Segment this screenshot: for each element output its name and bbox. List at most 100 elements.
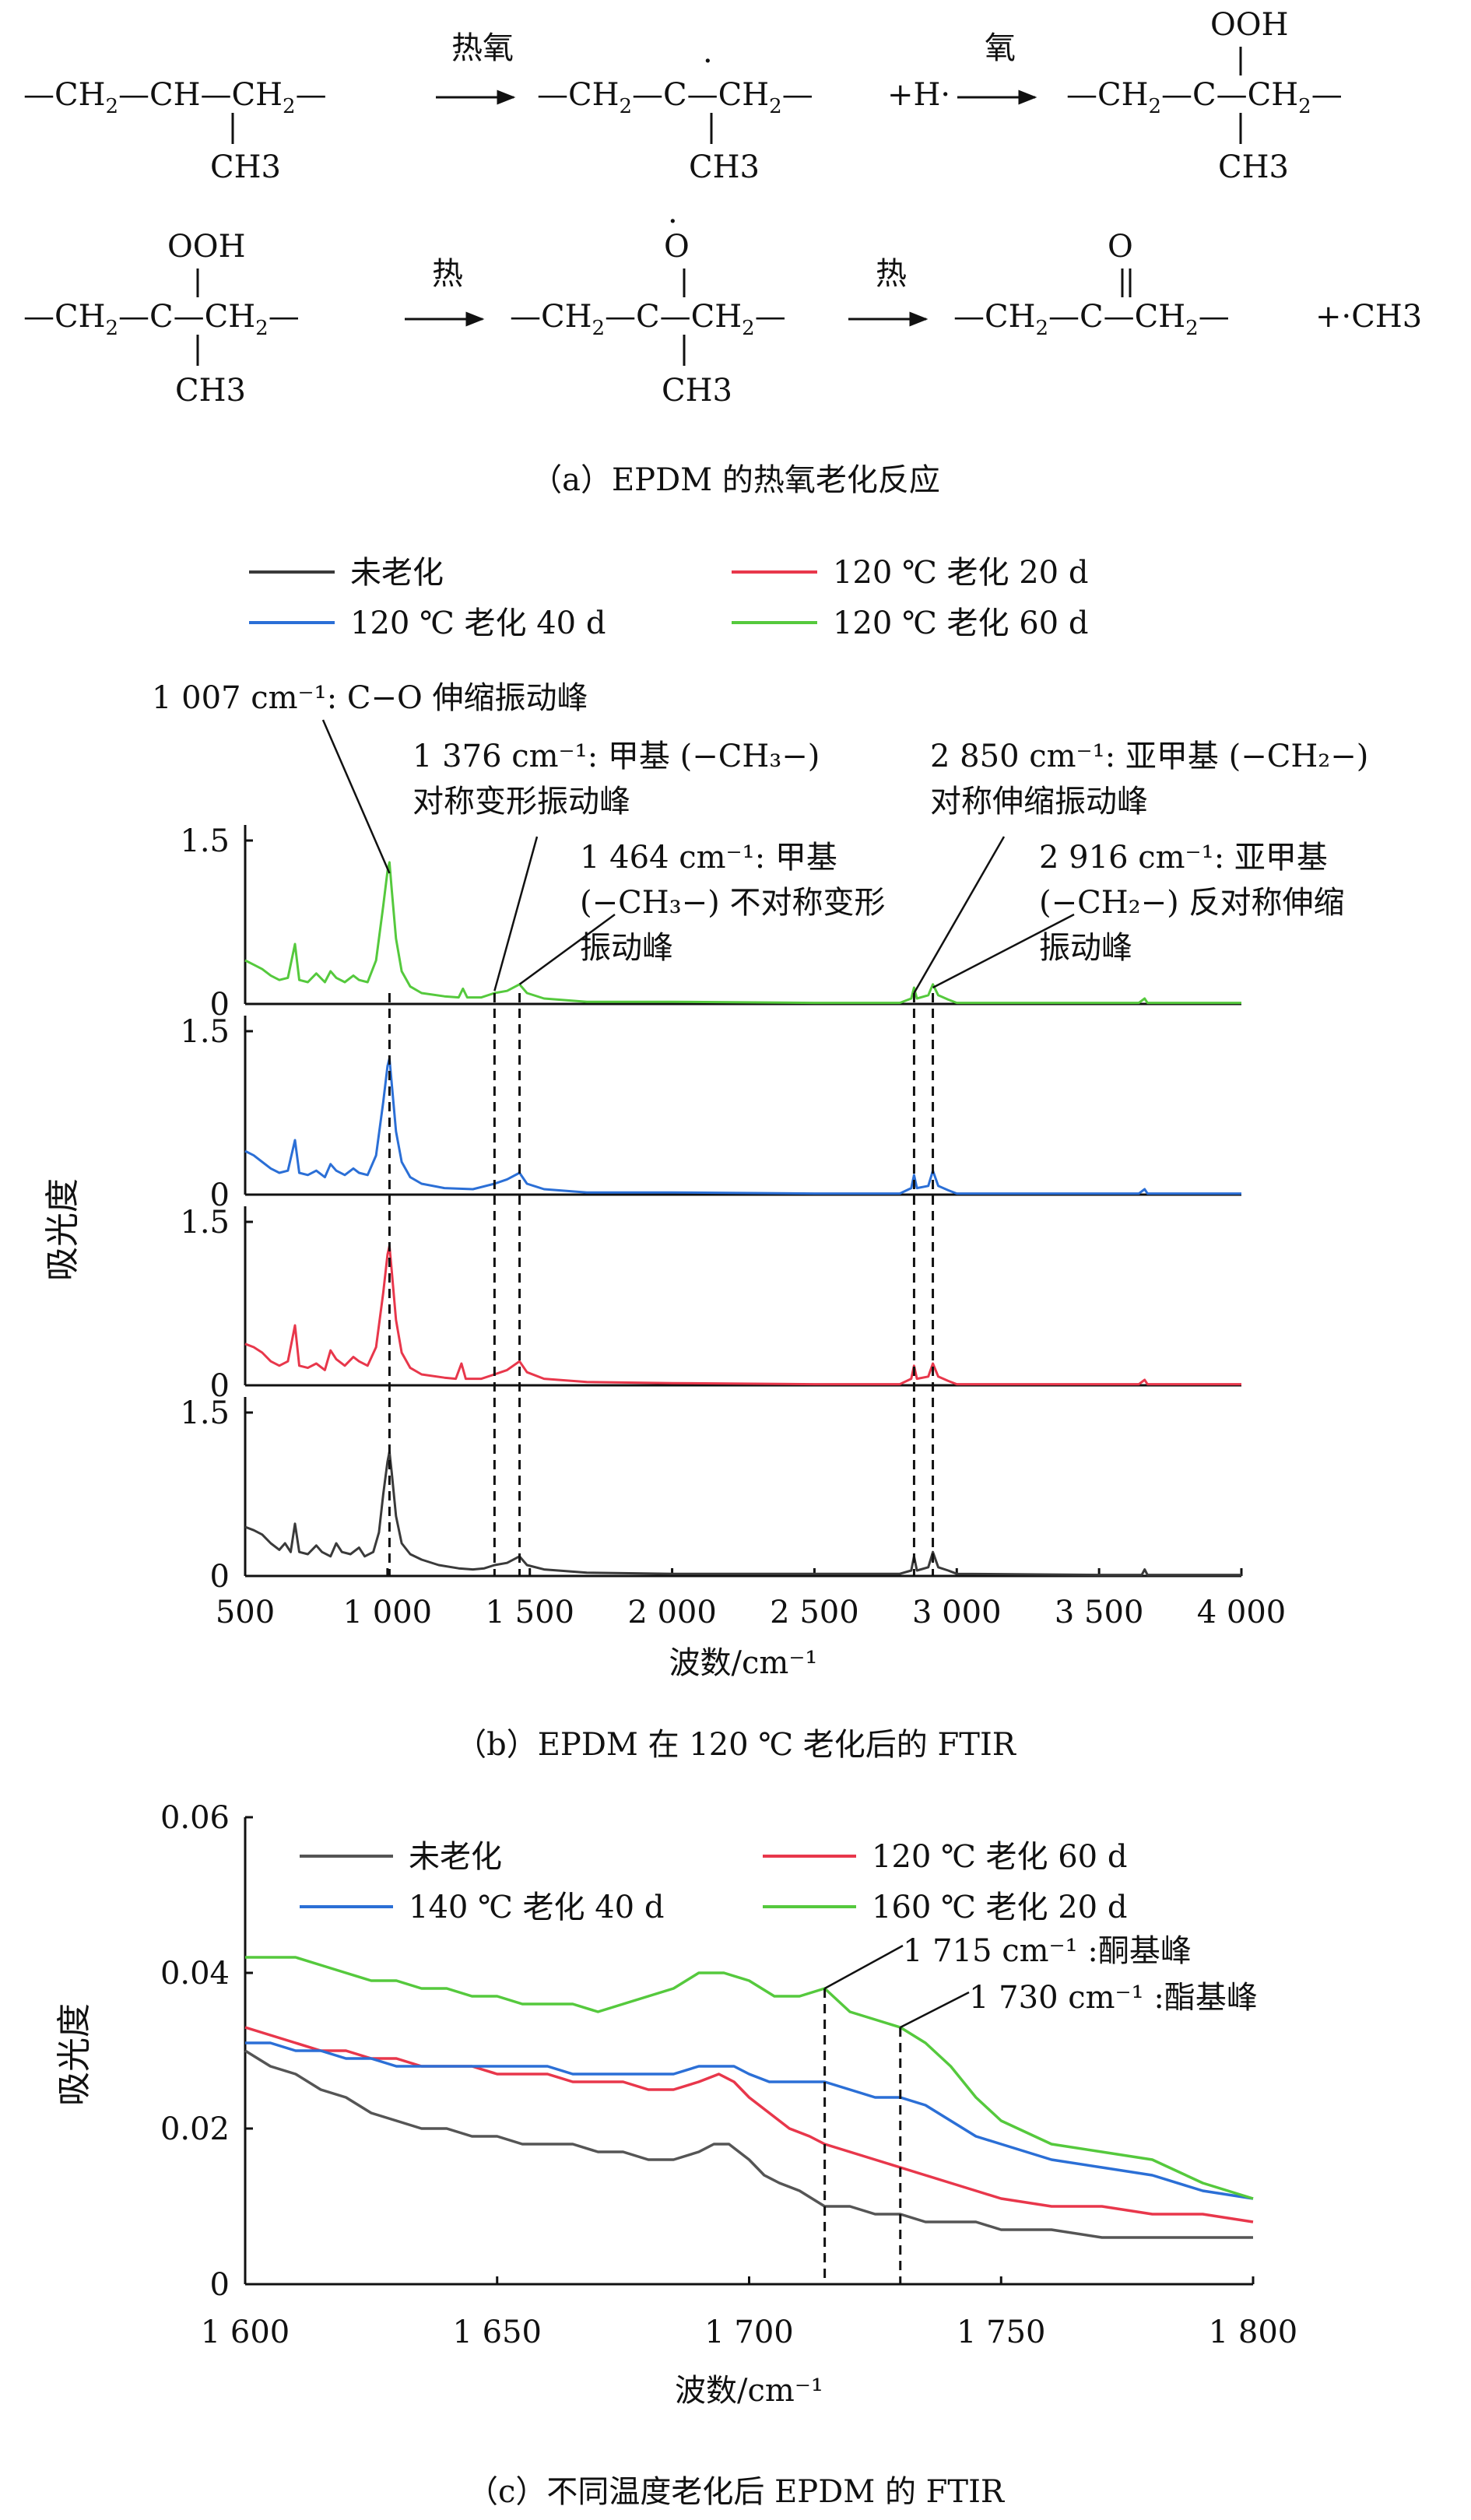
alkoxy-radical: —CH2—C—CH2— · O CH3 — [510, 204, 786, 409]
legend-item: 160 ℃ 老化 20 d — [763, 1890, 1127, 1925]
peak-annotation: 1 007 cm⁻¹: C−O 伸缩振动峰 — [152, 680, 588, 874]
x-tick-label: 1 650 — [452, 2315, 542, 2350]
annotation-text: (−CH₃−) 不对称变形 — [580, 885, 885, 921]
annotation-text: 1 376 cm⁻¹: 甲基 (−CH₃−) — [413, 739, 820, 774]
ketone-product: —CH2—C—CH2— O — [953, 229, 1230, 340]
radical-dot: · — [703, 44, 713, 79]
spectrum-panel: 01.5 — [180, 1014, 1241, 1213]
x-tick-label: 2 500 — [770, 1595, 859, 1630]
methyl-group: CH3 — [210, 149, 281, 185]
x-tick-label: 500 — [216, 1595, 275, 1630]
annotation-text: 1 464 cm⁻¹: 甲基 — [580, 840, 837, 876]
y-tick-label: 0.04 — [160, 1956, 230, 1992]
legend-item: 120 ℃ 老化 20 d — [732, 555, 1088, 591]
legend-item: 120 ℃ 老化 60 d — [763, 1839, 1127, 1875]
hydroperoxy-group: OOH — [1210, 7, 1288, 43]
oxy-group: O — [664, 229, 690, 265]
spectrum-line — [245, 1956, 1254, 2200]
x-tick-label: 1 600 — [201, 2315, 290, 2350]
x-tick-label: 3 000 — [912, 1595, 1002, 1630]
radical-dot: · — [668, 204, 678, 240]
alkyl-radical: —CH2—C—CH2— · CH3 — [537, 44, 813, 185]
annotation-text: 1 715 cm⁻¹ :酮基峰 — [903, 1933, 1192, 1969]
reaction-arrow-heat-2: 热 — [848, 256, 929, 327]
arrow-label: 热 — [876, 256, 907, 292]
annotation-text: 对称伸缩振动峰 — [930, 784, 1148, 820]
peak-annotation: 1 715 cm⁻¹ :酮基峰 — [823, 1933, 1192, 2284]
reaction-row-1: —CH2—CH—CH2— CH3 热氧 —CH2—C—CH2— · CH3 +H… — [23, 7, 1343, 185]
x-tick-label: 4 000 — [1197, 1595, 1287, 1630]
methyl-group: CH3 — [175, 373, 246, 409]
spectrum-line — [244, 1450, 1241, 1577]
legend-item: 未老化 — [249, 555, 444, 591]
reactant-epdm: —CH2—CH—CH2— CH3 — [23, 77, 327, 185]
y-tick-label: 0 — [210, 1178, 230, 1213]
legend-label: 140 ℃ 老化 40 d — [409, 1890, 664, 1925]
hydrogen-radical: +H· — [887, 77, 950, 113]
caption-a: （a）EPDM 的热氧老化反应 — [531, 462, 940, 498]
spectrum-line — [244, 1244, 1241, 1386]
hydroperoxy-group: OOH — [167, 229, 245, 265]
peak-annotation: 1 730 cm⁻¹ :酯基峰 — [899, 1980, 1258, 2284]
reaction-scheme: —CH2—CH—CH2— CH3 热氧 —CH2—C—CH2— · CH3 +H… — [23, 7, 1422, 409]
caption-c: （c）不同温度老化后 EPDM 的 FTIR — [467, 2474, 1006, 2510]
legend-item: 120 ℃ 老化 40 d — [249, 605, 606, 641]
y-axis-title: 吸光度 — [54, 2003, 94, 2106]
annotation-leader — [913, 836, 1006, 994]
arrow-label: 热 — [432, 256, 463, 292]
x-tick-label: 1 750 — [957, 2315, 1046, 2350]
annotation-text: 振动峰 — [1039, 930, 1132, 966]
legend-label: 未老化 — [409, 1839, 502, 1875]
annotation-text: 对称变形振动峰 — [413, 784, 630, 820]
annotation-leader — [900, 1991, 970, 2029]
svg-text:—CH2—C—CH2—: —CH2—C—CH2— — [23, 299, 300, 340]
y-tick-label: 1.5 — [180, 1014, 230, 1050]
spectrum-line — [244, 1057, 1241, 1195]
svg-text:—CH2—C—CH2—: —CH2—C—CH2— — [537, 77, 813, 118]
y-tick-label: 0 — [210, 1368, 230, 1404]
y-tick-label: 0.06 — [160, 1800, 230, 1836]
legend-item: 未老化 — [300, 1839, 502, 1875]
spectrum-panel: 01.5 — [180, 1395, 1241, 1595]
svg-text:—CH2—CH—CH2—: —CH2—CH—CH2— — [23, 77, 327, 118]
reaction-arrow-oxygen: 氧 — [957, 30, 1037, 105]
legend-item: 140 ℃ 老化 40 d — [300, 1890, 664, 1925]
spectrum-line — [244, 2049, 1253, 2239]
ftir-temperature-chart: 0 0.02 0.04 0.06 1 600 1 650 1 700 1 750 1 800 波数… — [54, 1800, 1297, 2409]
methyl-group: CH3 — [662, 373, 732, 409]
spectrum-line — [244, 861, 1241, 1005]
methyl-radical: +·CH3 — [1315, 299, 1422, 335]
x-tick-label: 1 800 — [1209, 2315, 1298, 2350]
annotation-text: 振动峰 — [580, 930, 673, 966]
hydroperoxide: —CH2—C—CH2— OOH CH3 — [1066, 7, 1343, 185]
ftir-120c-chart: 未老化 120 ℃ 老化 20 d 120 ℃ 老化 40 d 120 ℃ 老化 60… — [43, 555, 1368, 1681]
annotation-text: 1 730 cm⁻¹ :酯基峰 — [969, 1980, 1258, 2016]
x-tick-label: 3 500 — [1055, 1595, 1144, 1630]
x-axis-title: 波数/cm⁻¹ — [669, 1645, 818, 1681]
svg-text:—CH2—C—CH2—: —CH2—C—CH2— — [953, 299, 1230, 340]
x-axis-title: 波数/cm⁻¹ — [675, 2373, 823, 2409]
annotation-leader — [321, 719, 391, 874]
reaction-arrow-heat-oxygen: 热氧 — [436, 30, 516, 105]
methyl-group: CH3 — [689, 149, 760, 185]
y-tick-label: 1.5 — [180, 823, 230, 859]
carbonyl-oxygen: O — [1108, 229, 1133, 265]
annotation-leader — [932, 913, 1075, 989]
legend-label: 120 ℃ 老化 60 d — [833, 605, 1088, 641]
x-tick-label: 1 500 — [485, 1595, 574, 1630]
reaction-row-2: —CH2—C—CH2— OOH CH3 热 —CH2—C—CH2— · O CH… — [23, 204, 1422, 409]
y-tick-label: 0.02 — [160, 2111, 230, 2147]
legend-label: 120 ℃ 老化 40 d — [350, 605, 606, 641]
annotation-text: (−CH₂−) 反对称伸缩 — [1039, 885, 1344, 921]
annotation-leader — [493, 836, 539, 992]
y-tick-label: 0 — [210, 1559, 230, 1595]
y-tick-label: 1.5 — [180, 1205, 230, 1241]
hydroperoxide-reactant: —CH2—C—CH2— OOH CH3 — [23, 229, 300, 409]
legend-label: 160 ℃ 老化 20 d — [872, 1890, 1127, 1925]
spectrum-line — [244, 2026, 1254, 2223]
legend-label: 未老化 — [350, 555, 444, 591]
peak-annotation: 2 850 cm⁻¹: 亚甲基 (−CH₂−) 对称伸缩振动峰 — [913, 739, 1368, 994]
y-tick-label: 0 — [210, 2267, 230, 2303]
